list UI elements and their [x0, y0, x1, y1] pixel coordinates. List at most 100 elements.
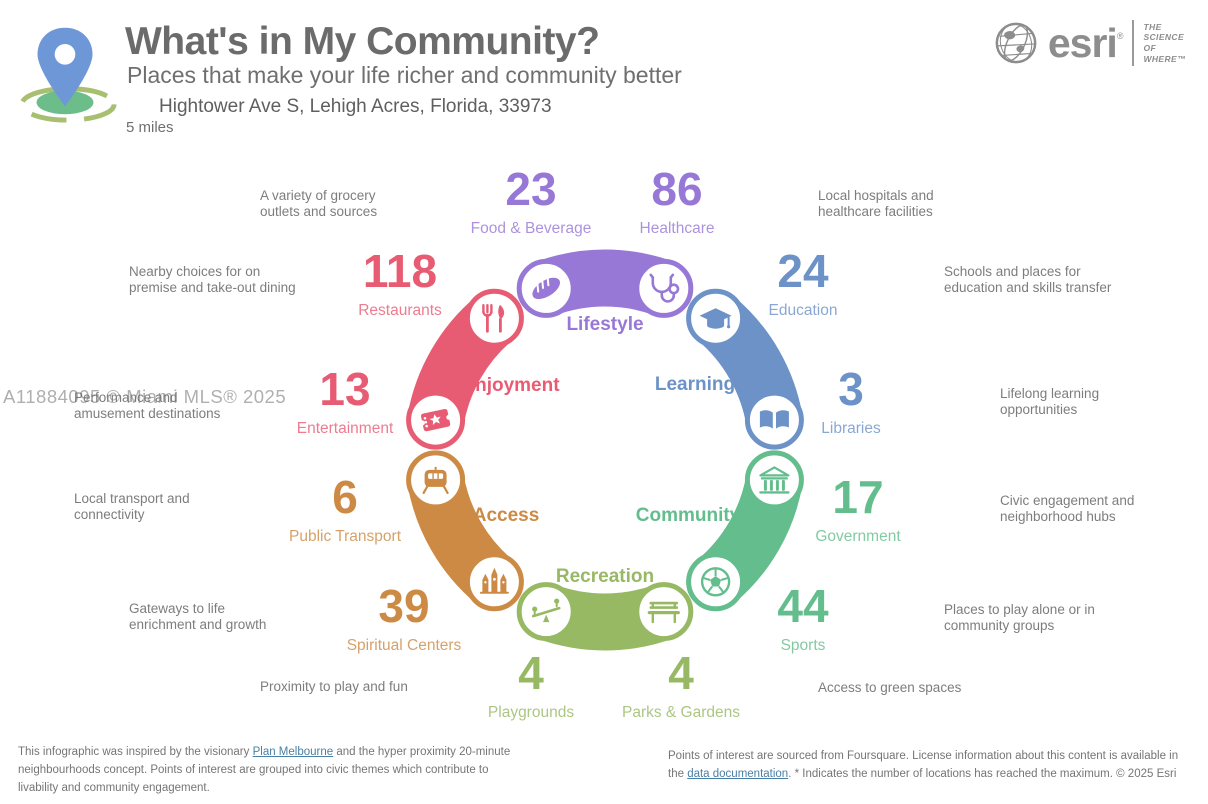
stat-value: 13	[319, 363, 371, 415]
stat-healthcare: 86 Healthcare	[640, 166, 715, 238]
footer-right-text-pre: Points of interest are sourced from Four…	[668, 750, 1179, 780]
stat-value: 4	[518, 647, 544, 699]
footer-right-text-post: . * Indicates the number of locations ha…	[788, 767, 1177, 780]
graduation-cap-icon	[699, 308, 732, 329]
stat-label: Restaurants	[358, 302, 442, 319]
theme-arc-lifestyle	[516, 249, 694, 318]
esri-globe-icon	[995, 22, 1037, 64]
theme-label-access: Access	[472, 505, 540, 526]
esri-wordmark-text: esri	[1047, 19, 1118, 66]
stat-government: 17 Government	[815, 474, 900, 546]
stat-value: 118	[362, 245, 438, 297]
stat-label: Sports	[780, 637, 826, 654]
data-documentation-link[interactable]: data documentation	[687, 767, 789, 780]
healthcare-badge	[634, 258, 694, 318]
footer-right: Points of interest are sourced from Four…	[668, 748, 1196, 784]
desc-lifelong: Lifelong learning opportunities	[1000, 386, 1100, 418]
stat-value: 17	[832, 471, 884, 523]
stat-playgrounds: 4 Playgrounds	[488, 650, 574, 722]
stat-entertainment: 13 Entertainment	[297, 366, 394, 438]
stat-parks-gardens: 4 Parks & Gardens	[622, 650, 740, 722]
logo-divider	[1132, 20, 1135, 66]
desc-civic: Civic engagement and neighborhood hubs	[1000, 493, 1135, 525]
pin-icon	[37, 27, 93, 107]
government-badge	[744, 450, 804, 510]
stat-label: Parks & Gardens	[621, 704, 741, 721]
esri-logo: esri® THE SCIENCE OF WHERE™	[993, 20, 1186, 66]
footer-left: This infographic was inspired by the vis…	[18, 744, 523, 797]
stat-value: 3	[838, 363, 864, 415]
stat-label: Healthcare	[639, 220, 715, 237]
theme-label-recreation: Recreation	[555, 566, 655, 587]
stat-libraries: 3 Libraries	[821, 366, 880, 438]
theme-arc-community	[686, 450, 804, 612]
stat-label: Public Transport	[289, 528, 401, 545]
radius-text: 5 miles	[126, 119, 174, 136]
stethoscope-icon	[649, 273, 680, 303]
stat-label: Playgrounds	[487, 704, 575, 721]
libraries-badge	[744, 390, 804, 450]
stat-spiritual-centers: 39 Spiritual Centers	[347, 583, 462, 655]
theme-label-lifestyle: Lifestyle	[566, 314, 644, 335]
seesaw-icon	[531, 598, 561, 623]
desc-green-spaces: Access to green spaces	[818, 680, 962, 695]
desc-transport: Local transport and connectivity	[74, 491, 190, 523]
stat-value: 39	[378, 580, 430, 632]
stat-label: Libraries	[821, 420, 881, 437]
open-book-icon	[759, 410, 789, 429]
desc-performance: Performance and amusement destinations	[74, 390, 221, 422]
stat-restaurants: 118 Restaurants	[358, 248, 442, 320]
stat-education: 24 Education	[769, 248, 838, 320]
stat-value: 23	[505, 163, 557, 215]
stat-sports: 44 Sports	[777, 583, 828, 655]
restaurants-badge	[464, 288, 524, 348]
park-bench-icon	[647, 601, 680, 624]
esri-wordmark: esri®	[1047, 19, 1124, 66]
stat-label: Entertainment	[296, 420, 394, 437]
esri-tagline: THE SCIENCE OF WHERE™	[1143, 21, 1186, 64]
mls-watermark: A11884095 © Miami MLS® 2025	[3, 386, 287, 407]
theme-arc-enjoyment	[406, 288, 524, 450]
desc-grocery: A variety of grocery outlets and sources	[260, 188, 378, 220]
theme-label-learning: Learning	[654, 374, 736, 395]
address-text: Hightower Ave S, Lehigh Acres, Florida, …	[159, 96, 552, 117]
stat-value: 44	[777, 580, 829, 632]
stat-label: Government	[815, 528, 901, 545]
footer-left-text-post: and the hyper proximity 20-minute neighb…	[18, 746, 511, 794]
desc-dining: Nearby choices for on premise and take-o…	[129, 264, 296, 296]
desc-gateways: Gateways to life enrichment and growth	[129, 601, 267, 633]
desc-hospitals: Local hospitals and healthcare facilitie…	[818, 188, 934, 220]
soccer-ball-icon	[700, 567, 731, 597]
location-pin-logo	[19, 27, 117, 123]
stat-value: 86	[651, 163, 703, 215]
desc-schools: Schools and places for education and ski…	[944, 264, 1112, 296]
dashed-ring	[19, 86, 117, 123]
government-building-icon	[759, 466, 790, 494]
page-subtitle: Places that make your life richer and co…	[127, 62, 682, 88]
stat-label: Food & Beverage	[470, 220, 592, 237]
footer-left-text-pre: This infographic was inspired by the vis…	[18, 746, 253, 758]
stat-public-transport: 6 Public Transport	[289, 474, 401, 546]
theme-label-enjoyment: Enjoyment	[462, 375, 560, 396]
stat-value: 4	[668, 647, 694, 699]
ticket-star-icon	[419, 408, 452, 432]
pin-hole	[54, 43, 76, 65]
tram-icon	[422, 466, 449, 494]
stat-label: Spiritual Centers	[346, 637, 462, 654]
desc-play-fun: Proximity to play and fun	[260, 679, 408, 694]
theme-arc-recreation	[516, 582, 694, 651]
bread-icon	[532, 277, 561, 300]
plan-melbourne-link[interactable]: Plan Melbourne	[252, 746, 334, 758]
page-title: What's in My Community?	[125, 20, 600, 63]
theme-arc-access	[406, 450, 524, 612]
fork-knife-icon	[482, 304, 505, 333]
stat-value: 6	[332, 471, 358, 523]
stat-value: 24	[777, 245, 829, 297]
church-icon	[479, 567, 509, 594]
theme-label-community: Community	[635, 505, 741, 526]
registered-mark: ®	[1116, 30, 1124, 41]
stat-label: Education	[768, 302, 838, 319]
stat-food-beverage: 23 Food & Beverage	[471, 166, 592, 238]
